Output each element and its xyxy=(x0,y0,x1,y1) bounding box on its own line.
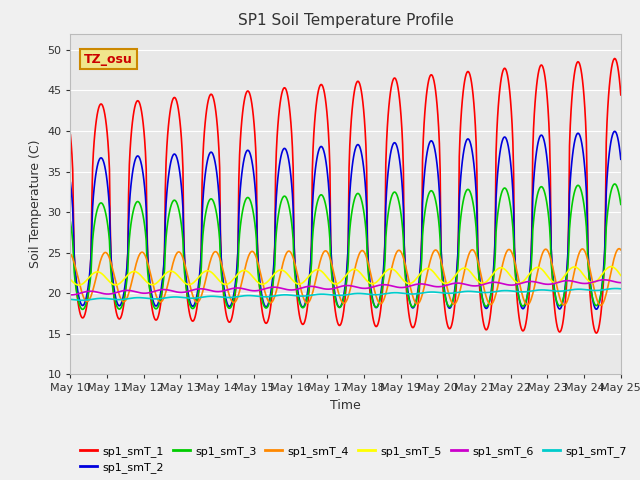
Line: sp1_smT_6: sp1_smT_6 xyxy=(70,280,621,295)
X-axis label: Time: Time xyxy=(330,399,361,412)
sp1_smT_6 xyxy=(219,288,227,294)
sp1_smT_6 xyxy=(413,281,421,287)
Line: sp1_smT_5: sp1_smT_5 xyxy=(70,266,621,285)
sp1_smT_1 xyxy=(611,56,618,61)
sp1_smT_7 xyxy=(612,286,620,291)
sp1_smT_1 xyxy=(133,98,141,104)
sp1_smT_5 xyxy=(134,270,141,276)
sp1_smT_3 xyxy=(429,190,437,196)
Line: sp1_smT_7: sp1_smT_7 xyxy=(70,288,621,300)
sp1_smT_6 xyxy=(190,287,198,293)
sp1_smT_3 xyxy=(219,283,227,289)
sp1_smT_4 xyxy=(597,302,605,308)
sp1_smT_4 xyxy=(189,293,196,299)
sp1_smT_7 xyxy=(77,298,84,303)
sp1_smT_7 xyxy=(78,298,86,303)
sp1_smT_2 xyxy=(593,306,600,312)
sp1_smT_6 xyxy=(617,280,625,286)
sp1_smT_7 xyxy=(67,297,74,302)
sp1_smT_6 xyxy=(600,277,608,283)
Line: sp1_smT_4: sp1_smT_4 xyxy=(70,249,621,305)
sp1_smT_6 xyxy=(67,292,74,298)
sp1_smT_5 xyxy=(190,280,198,286)
Line: sp1_smT_3: sp1_smT_3 xyxy=(70,184,621,310)
sp1_smT_3 xyxy=(611,181,618,187)
sp1_smT_5 xyxy=(617,273,625,278)
Legend: sp1_smT_1, sp1_smT_2, sp1_smT_3, sp1_smT_4, sp1_smT_5, sp1_smT_6, sp1_smT_7: sp1_smT_1, sp1_smT_2, sp1_smT_3, sp1_smT… xyxy=(76,441,631,478)
sp1_smT_5 xyxy=(219,281,227,287)
sp1_smT_2 xyxy=(218,265,226,271)
sp1_smT_1 xyxy=(189,318,196,324)
sp1_smT_3 xyxy=(413,295,421,300)
sp1_smT_6 xyxy=(134,289,141,295)
sp1_smT_2 xyxy=(67,180,74,185)
sp1_smT_3 xyxy=(617,202,625,207)
sp1_smT_4 xyxy=(413,301,420,307)
sp1_smT_5 xyxy=(77,282,85,288)
Text: TZ_osu: TZ_osu xyxy=(84,53,133,66)
sp1_smT_2 xyxy=(413,297,420,302)
sp1_smT_7 xyxy=(134,295,141,300)
sp1_smT_7 xyxy=(429,289,437,295)
sp1_smT_2 xyxy=(189,303,196,309)
sp1_smT_4 xyxy=(616,246,623,252)
sp1_smT_3 xyxy=(67,219,74,225)
Line: sp1_smT_1: sp1_smT_1 xyxy=(70,59,621,333)
Y-axis label: Soil Temperature (C): Soil Temperature (C) xyxy=(29,140,42,268)
sp1_smT_6 xyxy=(67,292,75,298)
sp1_smT_1 xyxy=(413,314,420,320)
sp1_smT_7 xyxy=(617,286,625,292)
sp1_smT_3 xyxy=(79,307,86,312)
sp1_smT_6 xyxy=(77,290,85,296)
sp1_smT_1 xyxy=(218,271,226,276)
sp1_smT_7 xyxy=(413,291,421,297)
Title: SP1 Soil Temperature Profile: SP1 Soil Temperature Profile xyxy=(237,13,454,28)
sp1_smT_4 xyxy=(218,263,226,269)
sp1_smT_5 xyxy=(607,264,614,269)
sp1_smT_2 xyxy=(617,156,625,162)
sp1_smT_1 xyxy=(67,132,74,138)
sp1_smT_1 xyxy=(429,73,436,79)
sp1_smT_5 xyxy=(413,275,421,280)
sp1_smT_1 xyxy=(77,312,84,317)
sp1_smT_4 xyxy=(617,247,625,253)
sp1_smT_4 xyxy=(133,258,141,264)
sp1_smT_5 xyxy=(429,269,437,275)
sp1_smT_6 xyxy=(429,283,437,289)
sp1_smT_3 xyxy=(134,199,141,204)
sp1_smT_1 xyxy=(617,92,625,98)
sp1_smT_2 xyxy=(429,139,436,144)
sp1_smT_3 xyxy=(190,305,198,311)
sp1_smT_7 xyxy=(219,294,227,300)
sp1_smT_1 xyxy=(593,330,600,336)
sp1_smT_4 xyxy=(67,251,74,257)
sp1_smT_2 xyxy=(611,129,618,134)
Line: sp1_smT_2: sp1_smT_2 xyxy=(70,132,621,309)
sp1_smT_2 xyxy=(133,153,141,159)
sp1_smT_3 xyxy=(77,304,84,310)
sp1_smT_7 xyxy=(190,295,198,301)
sp1_smT_2 xyxy=(77,300,84,305)
sp1_smT_5 xyxy=(75,282,83,288)
sp1_smT_4 xyxy=(429,251,436,257)
sp1_smT_4 xyxy=(77,284,84,290)
sp1_smT_5 xyxy=(67,276,74,282)
